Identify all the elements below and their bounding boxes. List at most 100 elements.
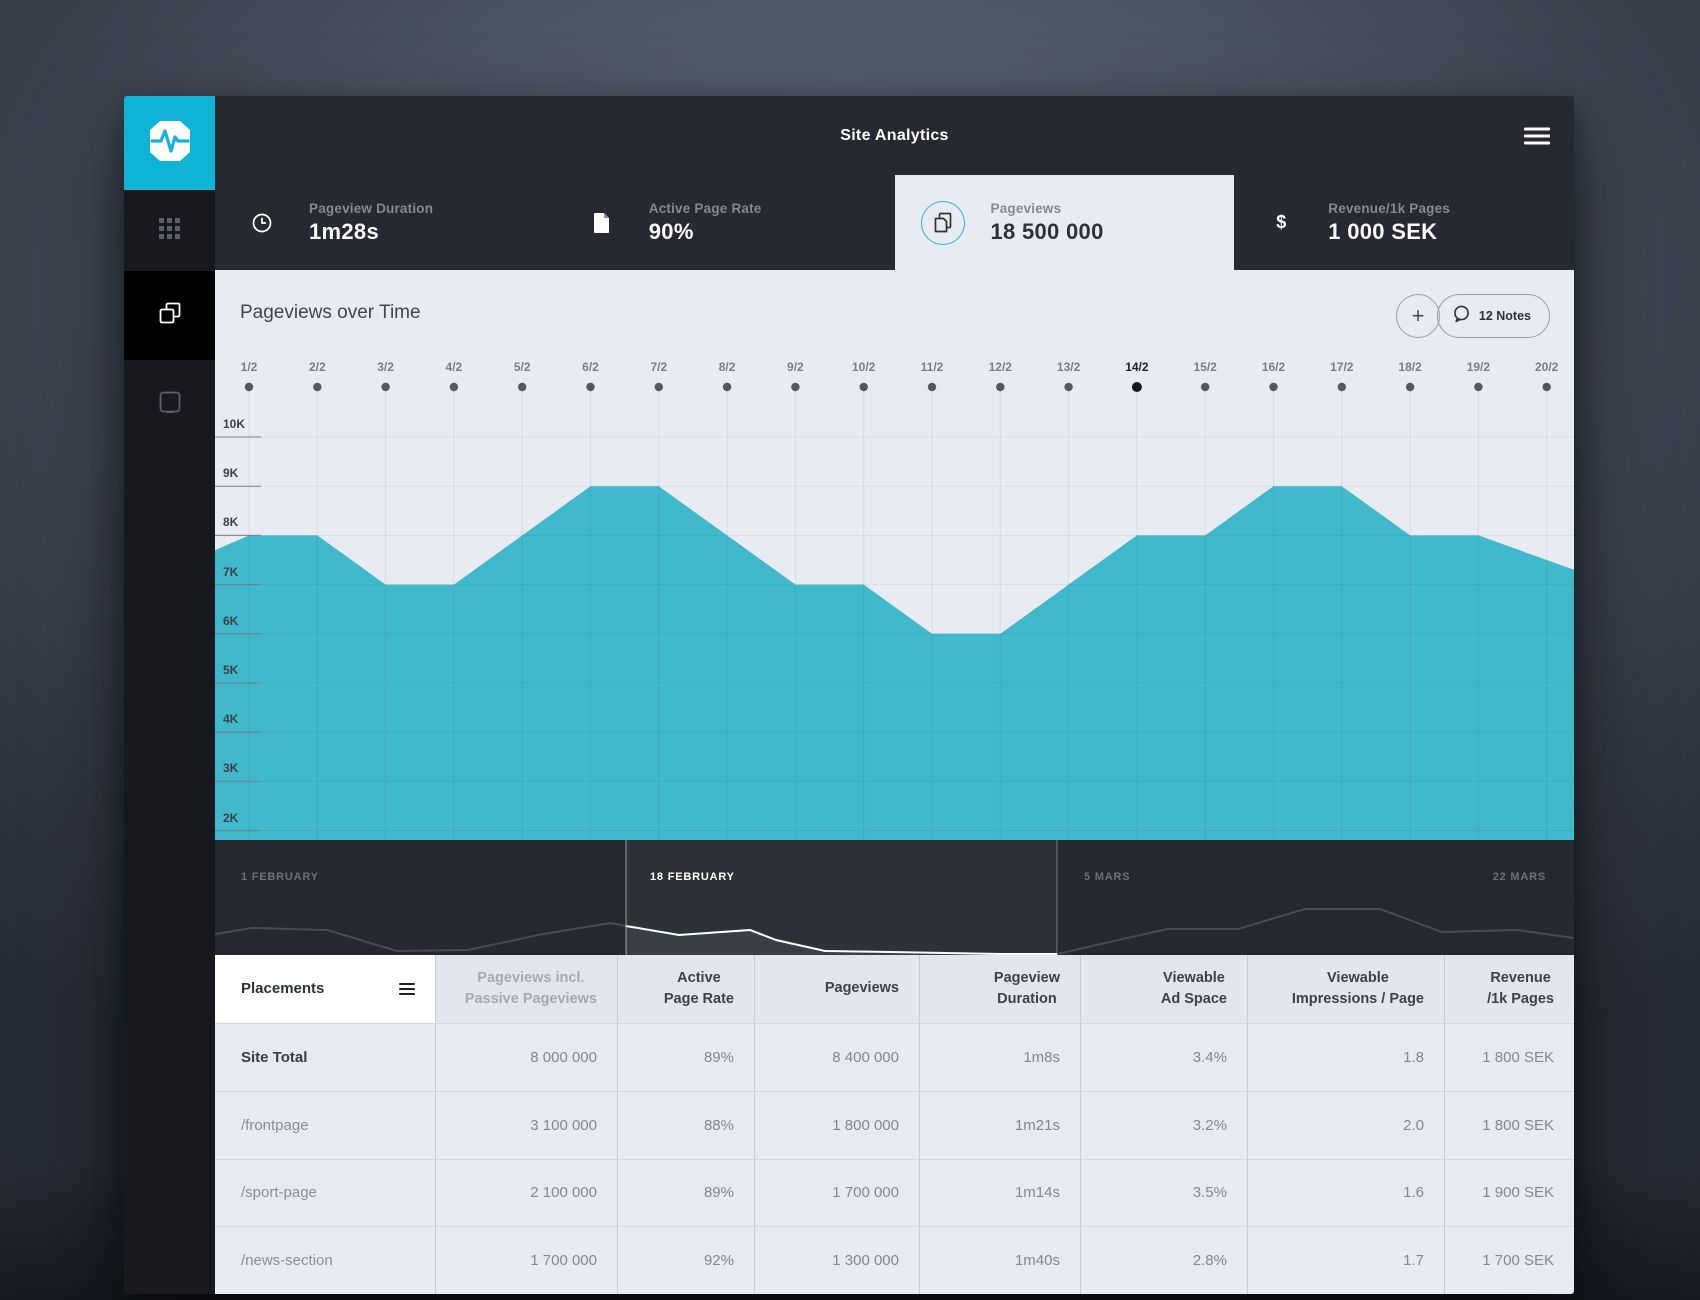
stat-tab-label: Pageview Duration	[309, 200, 434, 216]
date-dot-5/2[interactable]	[518, 382, 527, 392]
cell: 3 100 000	[435, 1091, 617, 1159]
date-dot-4/2[interactable]	[449, 382, 459, 392]
cell: 3.5%	[1080, 1159, 1247, 1227]
table-row--sport-page[interactable]: /sport-page 2 100 000 89% 1 700 000 1m14s 3.5…	[215, 1158, 1574, 1227]
document-icon	[581, 202, 623, 244]
cell: 88%	[617, 1091, 754, 1159]
stat-tab-value: 1 000 SEK	[1328, 218, 1438, 244]
grid-icon	[159, 217, 180, 244]
cell: 89%	[617, 1159, 754, 1227]
date-dot-7/2[interactable]	[654, 382, 663, 392]
stat-tab-value: 18 500 000	[990, 218, 1104, 244]
y-axis-label-7K: 7K	[223, 564, 239, 579]
date-dot-1/2[interactable]	[244, 382, 254, 392]
date-dot-2/2[interactable]	[313, 382, 322, 392]
x-axis-label-7/2[interactable]: 7/2	[650, 360, 668, 374]
cell: 1 700 000	[435, 1227, 617, 1294]
x-axis-label-17/2[interactable]: 17/2	[1330, 360, 1354, 374]
cell: 3.2%	[1080, 1091, 1247, 1159]
date-dot-17/2[interactable]	[1337, 382, 1347, 392]
placements-menu-icon[interactable]	[399, 980, 415, 998]
date-dot-9/2[interactable]	[791, 382, 800, 392]
cell: 1 700 SEK	[1444, 1227, 1574, 1294]
y-axis-label-10K: 10K	[223, 417, 246, 431]
date-dot-12/2[interactable]	[996, 382, 1005, 392]
date-dot-6/2[interactable]	[586, 382, 595, 392]
cell: 1 800 SEK	[1444, 1091, 1574, 1159]
scrubber-label-22-mars[interactable]: 22 MARS	[1492, 871, 1546, 883]
stat-tab-value: 1m28s	[309, 218, 380, 244]
table-row--frontpage[interactable]: /frontpage 3 100 000 88% 1 800 000 1m21s 3.2%…	[215, 1090, 1574, 1159]
x-axis-label-12/2[interactable]: 12/2	[988, 360, 1012, 374]
scrubber-label-1-february[interactable]: 1 FEBRUARY	[241, 871, 319, 883]
x-axis-label-2/2[interactable]: 2/2	[308, 360, 326, 374]
date-dot-14/2[interactable]	[1131, 382, 1142, 392]
x-axis-label-20/2[interactable]: 20/2	[1535, 360, 1559, 374]
scrubber-label-18-february[interactable]: 18 FEBRUARY	[650, 871, 735, 883]
cell: 1m8s	[919, 1024, 1080, 1091]
stat-tab-revenue-1k-pages[interactable]: $ Revenue/1k Pages 1 000 SEK	[1234, 175, 1574, 270]
dollar-icon: $	[1276, 212, 1287, 232]
date-dot-11/2[interactable]	[927, 382, 937, 392]
table-row-site-total[interactable]: Site Total 8 000 000 89% 8 400 000 1m8s 3.4% 1…	[215, 1023, 1574, 1091]
cell: 3.4%	[1080, 1024, 1247, 1091]
date-dot-19/2[interactable]	[1474, 382, 1483, 392]
x-axis-label-6/2[interactable]: 6/2	[582, 360, 599, 374]
sidebar-item-tray[interactable]	[124, 360, 215, 449]
date-dot-15/2[interactable]	[1201, 382, 1210, 392]
app-logo[interactable]	[124, 96, 215, 190]
x-axis-label-18/2[interactable]: 18/2	[1398, 360, 1422, 374]
x-axis-label-19/2[interactable]: 19/2	[1466, 360, 1491, 374]
cell: 1 800 SEK	[1444, 1024, 1574, 1091]
cell: /frontpage	[241, 1116, 309, 1134]
x-axis-label-14/2[interactable]: 14/2	[1125, 360, 1149, 374]
date-dot-10/2[interactable]	[859, 382, 868, 392]
x-axis-label-5/2[interactable]: 5/2	[513, 360, 531, 374]
x-axis-label-9/2[interactable]: 9/2	[787, 360, 804, 374]
y-axis-label-4K: 4K	[223, 712, 239, 727]
pages-icon	[920, 200, 965, 245]
x-axis-label-3/2[interactable]: 3/2	[377, 360, 394, 374]
x-axis-label-11/2[interactable]: 11/2	[920, 360, 944, 374]
x-axis-label-1/2[interactable]: 1/2	[240, 360, 258, 374]
tray-icon	[159, 391, 181, 418]
column-header-pageviews-incl-passive-pageviews: Pageviews incl. Passive Pageviews	[435, 955, 617, 1023]
date-dot-20/2[interactable]	[1542, 382, 1551, 392]
cell: 2.0	[1247, 1091, 1444, 1159]
cell: 1 900 SEK	[1444, 1159, 1574, 1227]
x-axis-label-8/2[interactable]: 8/2	[718, 360, 736, 374]
pulse-hexagon-logo-icon	[146, 120, 194, 167]
stat-tab-pageview-duration[interactable]: Pageview Duration 1m28s	[215, 175, 555, 270]
x-axis-label-13/2[interactable]: 13/2	[1056, 360, 1081, 374]
sidebar-item-copy[interactable]	[124, 271, 215, 360]
column-header-pageviews: Pageviews	[754, 955, 919, 1023]
stat-tab-active-page-rate[interactable]: Active Page Rate 90%	[555, 175, 895, 270]
date-dot-16/2[interactable]	[1269, 382, 1278, 392]
pageviews-area-chart	[215, 382, 1574, 840]
date-dot-8/2[interactable]	[722, 382, 732, 392]
x-axis-label-4/2[interactable]: 4/2	[445, 360, 463, 374]
cell: 8 000 000	[435, 1024, 617, 1091]
sidebar	[124, 96, 215, 1294]
table-row--news-section[interactable]: /news-section 1 700 000 92% 1 300 000 1m40s 2…	[215, 1226, 1574, 1294]
column-header-viewable-impressions-page: Viewable Impressions / Page	[1247, 955, 1444, 1023]
x-axis-label-15/2[interactable]: 15/2	[1193, 360, 1217, 374]
notes-button[interactable]: 12 Notes	[1436, 294, 1550, 338]
chart-title: Pageviews over Time	[240, 302, 421, 323]
scrubber-label-5-mars[interactable]: 5 MARS	[1084, 871, 1131, 883]
date-dot-13/2[interactable]	[1064, 382, 1073, 392]
app-window: Site Analytics Pageview Duration 1m28s Act…	[124, 96, 1574, 1294]
cell: 1m40s	[919, 1227, 1080, 1294]
cell: 2 100 000	[435, 1159, 617, 1227]
sidebar-item-grid[interactable]	[124, 190, 215, 271]
x-axis-label-10/2[interactable]: 10/2	[852, 360, 876, 374]
y-axis-label-2K: 2K	[223, 810, 239, 825]
date-dot-3/2[interactable]	[381, 382, 390, 392]
hamburger-menu-icon[interactable]	[1524, 123, 1550, 148]
timeline-scrubber[interactable]: 1 FEBRUARY 18 FEBRUARY 5 MARS 22 MARS	[215, 840, 1574, 955]
date-dot-18/2[interactable]	[1405, 382, 1415, 392]
column-header-viewable-ad-space: Viewable Ad Space	[1080, 955, 1247, 1023]
x-axis-label-16/2[interactable]: 16/2	[1261, 360, 1286, 374]
stat-tab-pageviews[interactable]: Pageviews 18 500 000	[894, 175, 1235, 270]
y-axis-label-3K: 3K	[223, 761, 239, 776]
